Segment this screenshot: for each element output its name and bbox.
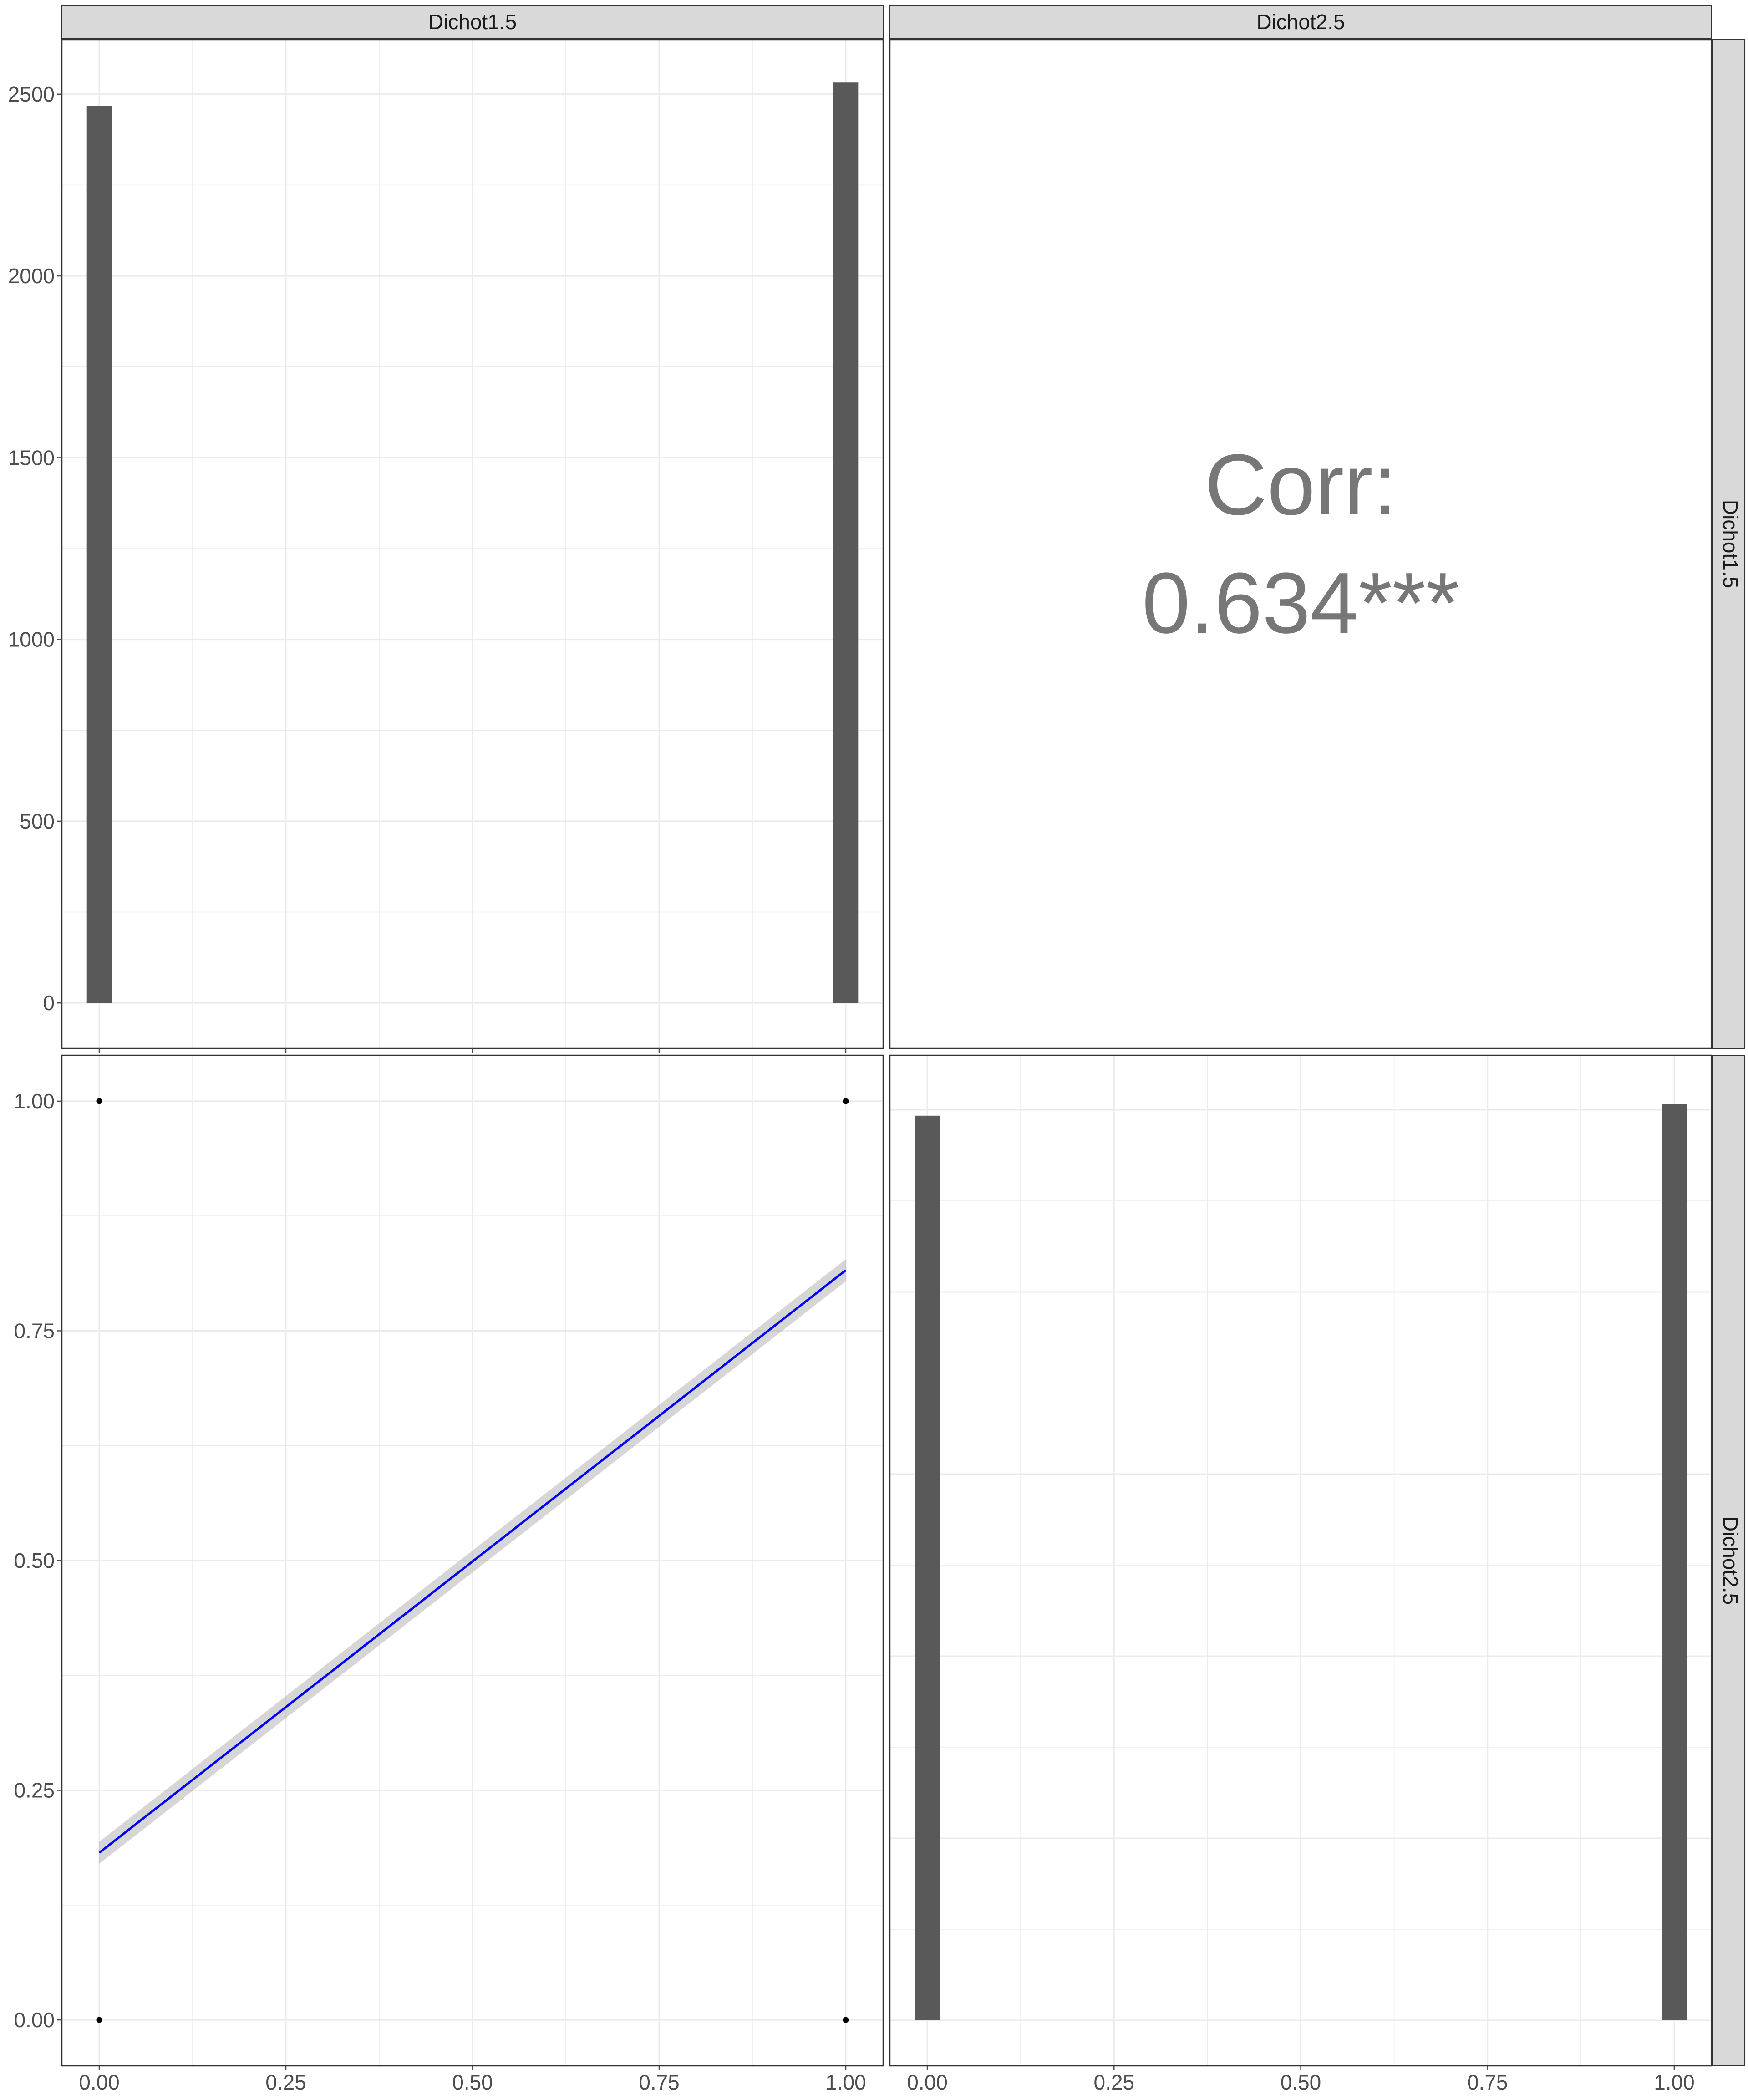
panel-row1-col1-ytick-label-2: 1000 bbox=[8, 628, 55, 651]
panel-row1-col1-ytick-label-4: 2000 bbox=[8, 264, 55, 288]
strip-right-2 bbox=[1712, 1055, 1745, 2066]
strip-top-label-2: Dichot2.5 bbox=[1256, 10, 1345, 34]
panel-row1-col1-ytick-label-0: 0 bbox=[43, 991, 55, 1015]
panel-row1-col1-ytick-label-3: 1500 bbox=[8, 446, 55, 469]
panel-row2-col1-xtick-label-4: 1.00 bbox=[825, 2070, 866, 2094]
panel-row2-col1-ytick-label-2: 0.50 bbox=[14, 1549, 55, 1572]
panel-row2-col1-ytick-label-1: 0.25 bbox=[14, 1779, 55, 1802]
panel-row2-col1-ytick-label-0: 0.00 bbox=[14, 2008, 55, 2032]
panel-row1-col1-ytick-label-1: 500 bbox=[20, 809, 55, 833]
panel-row2-col2-bar-1 bbox=[1662, 1104, 1687, 2020]
corr-label: Corr: bbox=[1204, 437, 1397, 533]
panel-row1-col2-border bbox=[889, 39, 1712, 1049]
panel-row1-col1-bar-0 bbox=[86, 106, 112, 1003]
panel-row2-col1-point-2 bbox=[843, 2017, 849, 2023]
panel-row2-col2-xtick-label-3: 0.75 bbox=[1467, 2070, 1508, 2094]
corr-value: 0.634*** bbox=[1142, 555, 1459, 651]
panel-row2-col2-xtick-label-0: 0.00 bbox=[907, 2070, 948, 2094]
panel-row2-col2-bar-0 bbox=[915, 1115, 940, 2020]
strip-right-label-2: Dichot2.5 bbox=[1718, 1516, 1742, 1605]
panel-row2-col1-xtick-label-1: 0.25 bbox=[265, 2070, 306, 2094]
panel-row2-col1-point-0 bbox=[96, 2017, 102, 2023]
panel-row2-col1-ytick-label-4: 1.00 bbox=[14, 1089, 55, 1113]
panel-row2-col2-xtick-label-1: 0.25 bbox=[1094, 2070, 1135, 2094]
strip-right-label-1: Dichot1.5 bbox=[1718, 500, 1742, 588]
strip-top-label-1: Dichot1.5 bbox=[428, 10, 517, 34]
strip-right-1 bbox=[1712, 39, 1745, 1049]
panel-row1-col2-background bbox=[890, 40, 1712, 1048]
panel-row1-col1-ytick-label-5: 2500 bbox=[8, 82, 55, 106]
panel-row2-col1-ytick-label-3: 0.75 bbox=[14, 1319, 55, 1342]
strip-top-2 bbox=[889, 5, 1712, 39]
fit-line bbox=[98, 1269, 847, 1854]
panel-row2-col1-xtick-label-3: 0.75 bbox=[639, 2070, 680, 2094]
strip-top-1 bbox=[61, 5, 884, 39]
panel-row2-col1-xtick-label-2: 0.50 bbox=[452, 2070, 493, 2094]
panel-row2-col2-xtick-label-4: 1.00 bbox=[1654, 2070, 1695, 2094]
panel-row1-col1-bar-1 bbox=[833, 82, 859, 1003]
panel-row2-col1-xtick-label-0: 0.00 bbox=[79, 2070, 120, 2094]
panel-row2-col1-point-3 bbox=[843, 1098, 849, 1104]
panel-row2-col2-xtick-label-2: 0.50 bbox=[1281, 2070, 1321, 2094]
panel-row2-col1-point-1 bbox=[96, 1098, 102, 1104]
